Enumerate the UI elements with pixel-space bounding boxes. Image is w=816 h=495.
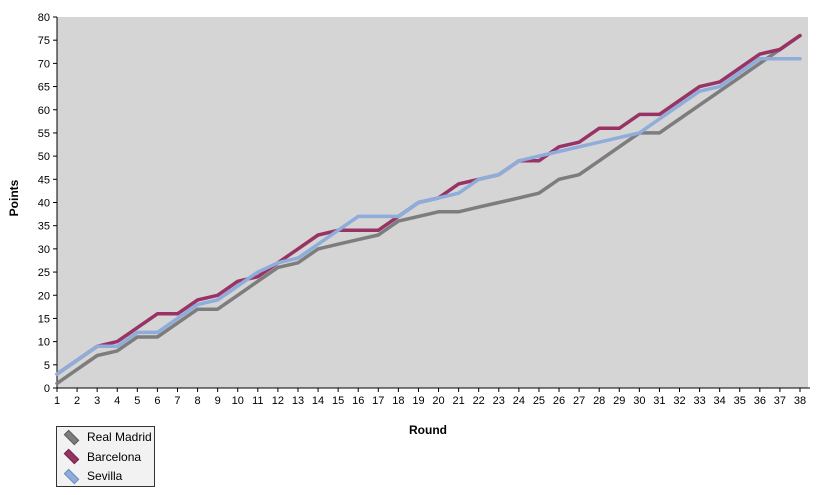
x-axis-tick-label: 16 xyxy=(352,395,364,407)
x-axis-tick-label: 32 xyxy=(673,395,685,407)
series-line-real-madrid xyxy=(55,33,802,386)
x-axis-tick-label: 33 xyxy=(693,395,705,407)
y-axis-tick-label: 80 xyxy=(38,12,50,24)
y-axis-tick-label: 30 xyxy=(38,244,50,256)
y-axis-tick-label: 25 xyxy=(38,267,50,279)
x-axis-tick-label: 17 xyxy=(372,395,384,407)
y-axis-tick-label: 15 xyxy=(38,313,50,325)
x-axis-tick-label: 20 xyxy=(432,395,444,407)
y-axis-tick-label: 65 xyxy=(38,82,50,94)
y-axis-tick-label: 50 xyxy=(38,151,50,163)
legend-item: Barcelona xyxy=(63,447,154,466)
legend-label: Sevilla xyxy=(87,469,123,483)
x-axis-tick-label: 5 xyxy=(134,395,140,407)
x-axis-tick-label: 27 xyxy=(573,395,585,407)
x-axis-tick-label: 28 xyxy=(593,395,605,407)
plot-area xyxy=(57,17,808,388)
x-axis-tick-label: 1 xyxy=(54,395,60,407)
x-axis-tick-label: 26 xyxy=(553,395,565,407)
x-axis-tick-label: 30 xyxy=(633,395,645,407)
x-axis-tick-label: 38 xyxy=(794,395,806,407)
x-axis-tick-label: 9 xyxy=(215,395,221,407)
x-axis-tick-label: 18 xyxy=(392,395,404,407)
x-axis-tick-label: 19 xyxy=(412,395,424,407)
y-axis-tick-label: 35 xyxy=(38,221,50,233)
x-axis-tick-label: 3 xyxy=(94,395,100,407)
x-axis-tick-label: 15 xyxy=(332,395,344,407)
x-axis-tick-label: 4 xyxy=(114,395,120,407)
x-axis-tick-label: 25 xyxy=(533,395,545,407)
legend-label: Barcelona xyxy=(87,449,142,464)
y-axis-tick-label: 20 xyxy=(38,290,50,302)
x-axis-tick-label: 12 xyxy=(272,395,284,407)
x-axis-tick-label: 37 xyxy=(774,395,786,407)
legend-line-swatch-sevilla xyxy=(63,468,80,484)
y-axis-tick-label: 0 xyxy=(44,383,50,395)
y-axis-tick-label: 55 xyxy=(38,128,50,140)
series-line-sevilla xyxy=(55,56,802,376)
x-axis-tick-label: 6 xyxy=(154,395,160,407)
x-axis-tick-label: 34 xyxy=(714,395,726,407)
x-axis-title: Round xyxy=(409,423,447,437)
x-axis-tick-label: 23 xyxy=(493,395,505,407)
x-axis-tick-label: 21 xyxy=(452,395,464,407)
y-axis-title: Points xyxy=(7,179,21,217)
x-axis-tick-label: 8 xyxy=(195,395,201,407)
y-axis-tick-label: 10 xyxy=(38,337,50,349)
x-axis-tick-label: 13 xyxy=(292,395,304,407)
x-axis-tick-label: 2 xyxy=(74,395,80,407)
y-axis-tick-label: 60 xyxy=(38,105,50,117)
y-axis-tick-label: 5 xyxy=(44,360,50,372)
y-axis-tick-label: 45 xyxy=(38,174,50,186)
x-axis-tick-label: 24 xyxy=(513,395,525,407)
legend: Real Madrid Barcelona Sevilla xyxy=(56,426,155,487)
legend-label: Real Madrid xyxy=(87,430,152,444)
x-axis-tick-label: 36 xyxy=(754,395,766,407)
x-axis-tick-label: 31 xyxy=(653,395,665,407)
legend-line-swatch-barcelona xyxy=(63,448,80,465)
legend-item: Real Madrid xyxy=(63,428,154,447)
x-axis-tick-label: 29 xyxy=(613,395,625,407)
y-axis-tick-label: 75 xyxy=(38,35,50,47)
legend-item: Sevilla xyxy=(63,467,154,486)
x-axis-tick-label: 11 xyxy=(252,395,263,407)
x-axis-tick-label: 14 xyxy=(312,395,324,407)
legend-line-swatch-real-madrid xyxy=(63,429,80,445)
y-axis-tick-label: 40 xyxy=(38,198,50,210)
x-axis-tick-label: 22 xyxy=(473,395,485,407)
y-axis-tick-label: 70 xyxy=(38,58,50,70)
x-axis-tick-label: 35 xyxy=(734,395,746,407)
x-axis-tick-label: 10 xyxy=(232,395,244,407)
x-axis-tick-label: 7 xyxy=(174,395,180,407)
